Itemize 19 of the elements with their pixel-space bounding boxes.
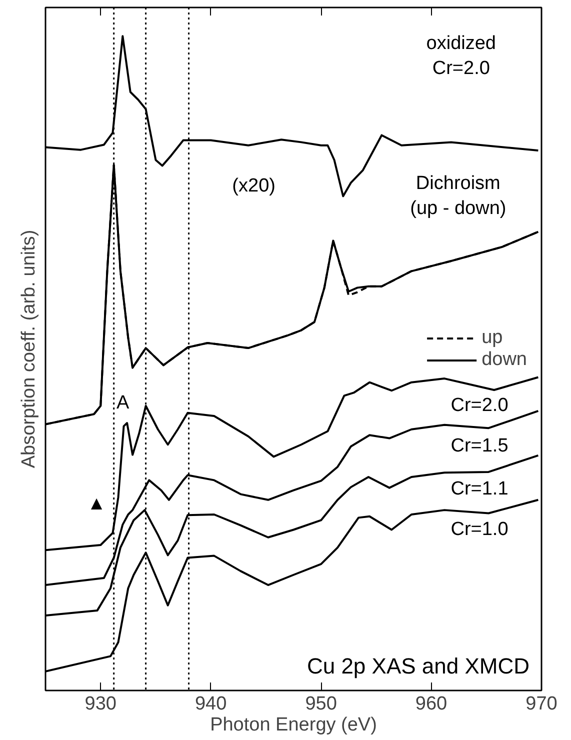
y-axis-title: Absorption coeff. (arb. units): [18, 230, 40, 468]
annotation: (x20): [232, 175, 276, 196]
x-axis-title: Photon Energy (eV): [210, 714, 377, 736]
x-tick-label: 940: [194, 694, 227, 714]
legend-label: up: [482, 326, 503, 348]
annotation: Cr=1.0: [450, 518, 508, 540]
annotation: Dichroism (up - down): [410, 172, 506, 220]
annotation: A: [116, 392, 130, 414]
x-tick-label: 930: [84, 694, 116, 714]
annotation: Cu 2p XAS and XMCD: [306, 654, 530, 678]
legend-label: down: [482, 348, 527, 370]
annotation: Cr=1.1: [450, 478, 508, 500]
annotation: Cr=2.0: [450, 395, 508, 416]
annotation: oxidized Cr=2.0: [426, 32, 496, 80]
x-tick-label: 950: [305, 694, 337, 714]
x-tick-label: 960: [415, 694, 448, 714]
x-tick-label: 970: [526, 694, 558, 714]
annotation: ▲: [87, 494, 106, 515]
annotation: Cr=1.5: [450, 435, 508, 456]
